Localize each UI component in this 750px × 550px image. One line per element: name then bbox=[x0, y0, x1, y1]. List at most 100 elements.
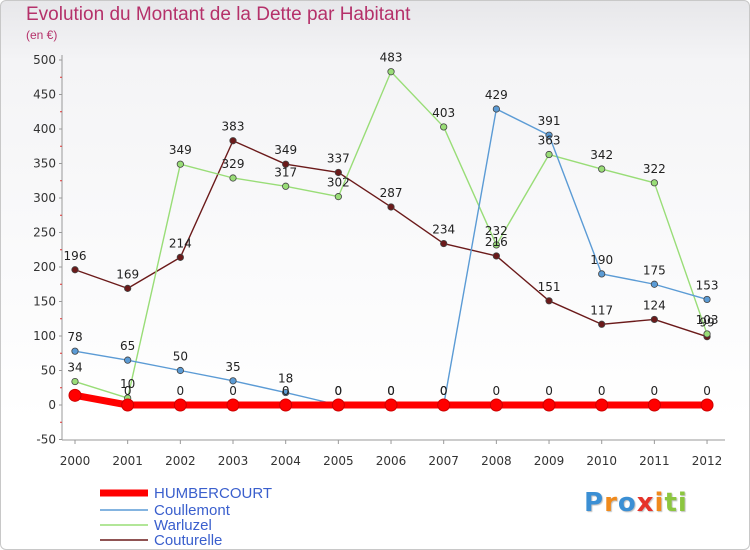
data-point bbox=[650, 179, 658, 187]
data-label: 196 bbox=[64, 249, 87, 263]
data-label: 329 bbox=[222, 157, 245, 171]
data-point bbox=[229, 377, 237, 385]
data-label: 99 bbox=[699, 316, 714, 330]
data-label: 342 bbox=[590, 148, 613, 162]
x-tick-label: 2009 bbox=[534, 454, 565, 468]
y-tick-label: 200 bbox=[33, 260, 56, 274]
x-tick-label: 2007 bbox=[428, 454, 459, 468]
data-point bbox=[121, 398, 135, 412]
y-tick-label: 0 bbox=[48, 398, 56, 412]
data-point bbox=[68, 388, 82, 402]
x-tick-label: 2001 bbox=[112, 454, 143, 468]
data-point bbox=[647, 398, 661, 412]
x-tick-label: 2003 bbox=[218, 454, 249, 468]
data-label: 317 bbox=[274, 165, 297, 179]
data-label: 65 bbox=[120, 339, 135, 353]
data-label: 151 bbox=[538, 280, 561, 294]
unit-label: (en €) bbox=[26, 28, 58, 42]
data-label: 0 bbox=[440, 384, 448, 398]
data-point bbox=[387, 203, 395, 211]
data-point bbox=[545, 131, 553, 139]
y-tick-label: 100 bbox=[33, 329, 56, 343]
data-point bbox=[492, 252, 500, 260]
data-label: 349 bbox=[169, 143, 192, 157]
logo-letter: t bbox=[664, 488, 678, 518]
logo-letter: P bbox=[584, 488, 605, 518]
x-tick-label: 2011 bbox=[639, 454, 670, 468]
data-label: 117 bbox=[590, 303, 613, 317]
series-humbercourt bbox=[68, 388, 714, 412]
data-label: 0 bbox=[177, 384, 185, 398]
data-label: 78 bbox=[67, 330, 82, 344]
data-point bbox=[492, 241, 500, 249]
data-label: 0 bbox=[651, 384, 659, 398]
x-tick-label: 2004 bbox=[270, 454, 301, 468]
data-label: 190 bbox=[590, 253, 613, 267]
data-point bbox=[489, 398, 503, 412]
data-point bbox=[703, 330, 711, 338]
data-point bbox=[492, 105, 500, 113]
series-coullemont bbox=[71, 105, 711, 409]
y-tick-label: 50 bbox=[41, 364, 56, 378]
data-label: 175 bbox=[643, 263, 666, 277]
data-point bbox=[440, 239, 448, 248]
data-point bbox=[279, 398, 293, 412]
data-label: 234 bbox=[432, 223, 455, 237]
data-point bbox=[650, 315, 658, 324]
legend-label: Couturelle bbox=[154, 532, 222, 549]
data-label: 302 bbox=[327, 176, 350, 190]
data-label: 0 bbox=[387, 384, 395, 398]
data-point bbox=[542, 398, 556, 412]
data-label: 232 bbox=[485, 224, 508, 238]
data-point bbox=[440, 123, 448, 131]
legend-item: Coullemont bbox=[100, 502, 231, 519]
data-point bbox=[545, 150, 553, 159]
legend-item: Couturelle bbox=[100, 532, 222, 549]
logo-letter: i bbox=[677, 488, 688, 518]
data-label: 169 bbox=[116, 267, 139, 281]
data-point bbox=[71, 377, 79, 386]
data-point bbox=[282, 182, 290, 190]
y-tick-label: 500 bbox=[33, 53, 56, 67]
data-point bbox=[282, 388, 290, 397]
legend-item: Warluzel bbox=[100, 517, 212, 534]
data-label: 214 bbox=[169, 236, 192, 250]
x-tick-label: 2012 bbox=[692, 454, 723, 468]
x-tick-label: 2000 bbox=[60, 454, 91, 468]
data-label: 0 bbox=[440, 384, 448, 398]
data-label: 287 bbox=[380, 186, 403, 200]
logo-letter: o bbox=[617, 488, 637, 518]
data-point bbox=[437, 398, 451, 412]
data-label: 483 bbox=[380, 51, 403, 65]
y-tick-label: 300 bbox=[33, 191, 56, 205]
data-point bbox=[176, 366, 184, 375]
x-tick-label: 2005 bbox=[323, 454, 354, 468]
x-tick-label: 2010 bbox=[586, 454, 617, 468]
x-tick-label: 2002 bbox=[165, 454, 196, 468]
data-label: 216 bbox=[485, 235, 508, 249]
legend-label: HUMBERCOURT bbox=[154, 485, 272, 502]
data-point bbox=[595, 398, 609, 412]
data-point bbox=[331, 398, 345, 412]
data-point bbox=[282, 160, 290, 168]
data-label: 0 bbox=[545, 384, 553, 398]
data-label: 0 bbox=[598, 384, 606, 398]
data-point bbox=[598, 270, 606, 278]
data-label: 0 bbox=[124, 384, 132, 398]
y-tick-label: 450 bbox=[33, 88, 56, 102]
data-label: 0 bbox=[335, 384, 343, 398]
series-couturelle bbox=[71, 137, 711, 341]
data-point bbox=[700, 398, 714, 412]
y-tick-label: 400 bbox=[33, 122, 56, 136]
data-label: 363 bbox=[538, 134, 561, 148]
data-point bbox=[387, 68, 395, 76]
data-point bbox=[173, 398, 187, 412]
data-label: 391 bbox=[538, 114, 561, 128]
data-label: 103 bbox=[696, 313, 719, 327]
legend-label: Warluzel bbox=[154, 517, 212, 534]
data-label: 0 bbox=[493, 384, 501, 398]
y-tick-label: 150 bbox=[33, 295, 56, 309]
logo-letter: r bbox=[604, 488, 618, 518]
data-label: 337 bbox=[327, 151, 350, 165]
y-tick-label: 250 bbox=[33, 226, 56, 240]
